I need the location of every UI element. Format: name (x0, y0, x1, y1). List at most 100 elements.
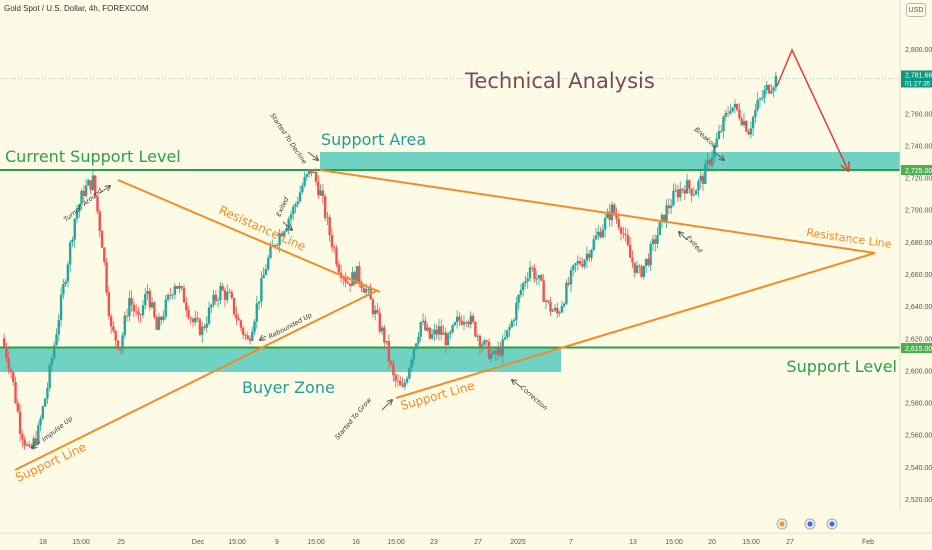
candle (446, 331, 450, 346)
candle (474, 321, 477, 338)
candle (506, 329, 509, 341)
candle-body (18, 411, 22, 434)
candle (55, 328, 58, 347)
candle-body (71, 239, 74, 243)
candle (428, 327, 432, 340)
candle (27, 440, 31, 449)
candle (578, 256, 582, 267)
currency-button[interactable]: USD (906, 3, 926, 17)
candle-body (649, 244, 652, 266)
candle (412, 348, 416, 366)
price-tick-label: 2,560.00 (905, 433, 932, 440)
event-badge-dot (829, 521, 835, 527)
candle-body (267, 257, 270, 270)
candle (87, 178, 90, 186)
price-tick-label: 2,580.00 (905, 401, 932, 408)
forecast-arrow (776, 48, 848, 170)
candle-body (392, 364, 395, 376)
candle-body (414, 343, 418, 349)
candle-body (228, 292, 231, 293)
candle-body (651, 239, 655, 245)
candle (198, 317, 202, 336)
candle-body (421, 320, 425, 323)
buyer-zone (0, 348, 561, 372)
candle (647, 253, 650, 267)
candle (178, 282, 181, 294)
candle (433, 323, 436, 342)
candle-body (635, 265, 639, 273)
candle-body (496, 347, 500, 355)
candle (483, 338, 486, 346)
candle (71, 236, 74, 247)
candle-body (78, 204, 81, 212)
candle (460, 314, 463, 326)
candle-body (141, 305, 145, 316)
candle (66, 261, 70, 288)
candle-body (763, 89, 766, 98)
candle (380, 324, 384, 335)
candle (253, 319, 256, 336)
candle-body (685, 180, 689, 194)
candle-body (280, 233, 284, 237)
candle-body (551, 310, 554, 312)
candle-body (57, 319, 60, 335)
candle (160, 315, 163, 326)
candle (451, 324, 454, 334)
candle-body (389, 361, 393, 365)
candle (32, 435, 35, 451)
candle-body (710, 157, 714, 166)
candle (651, 234, 655, 251)
candle (544, 298, 548, 310)
candle-body (690, 188, 693, 196)
candle (585, 246, 589, 269)
resistance-line-right (319, 169, 876, 254)
candle (669, 199, 673, 215)
candle-body (200, 326, 204, 335)
candle-body (109, 316, 113, 327)
candle-body (767, 84, 771, 94)
candle (426, 323, 429, 333)
candle-body (499, 347, 502, 356)
candle-body (114, 330, 117, 341)
candle (262, 267, 265, 279)
candle (526, 272, 529, 289)
candle (688, 179, 691, 194)
impulse-up-label-arrow (32, 441, 41, 448)
candle (180, 285, 183, 291)
candle-body (237, 318, 240, 321)
candle-body (251, 331, 254, 341)
candle (665, 199, 668, 228)
candle-body (408, 367, 411, 379)
candle (587, 250, 591, 263)
candle (524, 275, 527, 288)
candle (424, 315, 427, 332)
candle (754, 103, 757, 123)
candle (597, 225, 600, 241)
candle (758, 97, 762, 108)
symbol-title[interactable]: Gold Spot / U.S. Dollar, 4h, FOREXCOM (4, 4, 149, 13)
candle-body (521, 282, 525, 290)
candle-body (278, 233, 281, 245)
candle (75, 204, 79, 224)
candle-body (84, 185, 88, 196)
candle (697, 178, 700, 197)
candle (200, 321, 204, 343)
candle (205, 316, 208, 333)
candle-body (221, 286, 224, 291)
price-tick-label: 2,520.00 (905, 497, 932, 504)
candle-body (328, 217, 331, 236)
candle (720, 124, 723, 134)
candle (191, 316, 195, 328)
candle (248, 334, 252, 345)
candle (599, 226, 602, 239)
candle (722, 115, 725, 139)
price-tick-label: 2,640.00 (905, 304, 932, 311)
candle-body (476, 335, 479, 337)
candle-body (273, 244, 277, 246)
candle (114, 330, 117, 348)
candle-body (658, 222, 661, 235)
candle (704, 160, 707, 185)
candle-body (132, 304, 136, 312)
candle-body (451, 325, 454, 333)
